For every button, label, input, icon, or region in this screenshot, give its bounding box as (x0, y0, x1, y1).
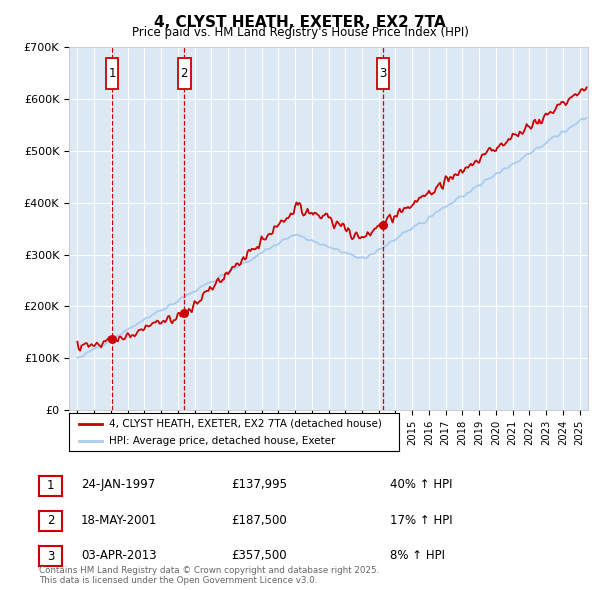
Text: 4, CLYST HEATH, EXETER, EX2 7TA: 4, CLYST HEATH, EXETER, EX2 7TA (154, 15, 446, 30)
Text: Contains HM Land Registry data © Crown copyright and database right 2025.
This d: Contains HM Land Registry data © Crown c… (39, 566, 379, 585)
Bar (178, 58, 191, 88)
Bar (377, 58, 389, 88)
Text: 17% ↑ HPI: 17% ↑ HPI (390, 514, 452, 527)
Text: 03-APR-2013: 03-APR-2013 (81, 549, 157, 562)
Text: HPI: Average price, detached house, Exeter: HPI: Average price, detached house, Exet… (109, 435, 335, 445)
Text: Price paid vs. HM Land Registry's House Price Index (HPI): Price paid vs. HM Land Registry's House … (131, 26, 469, 39)
Text: 3: 3 (47, 550, 54, 563)
Text: 2: 2 (181, 67, 188, 80)
Text: £187,500: £187,500 (231, 514, 287, 527)
Text: £357,500: £357,500 (231, 549, 287, 562)
Text: 1: 1 (47, 479, 54, 492)
Text: 24-JAN-1997: 24-JAN-1997 (81, 478, 155, 491)
Text: £137,995: £137,995 (231, 478, 287, 491)
Text: 1: 1 (108, 67, 116, 80)
Text: 4, CLYST HEATH, EXETER, EX2 7TA (detached house): 4, CLYST HEATH, EXETER, EX2 7TA (detache… (109, 419, 382, 429)
Text: 8% ↑ HPI: 8% ↑ HPI (390, 549, 445, 562)
Text: 2: 2 (47, 514, 54, 527)
Text: 40% ↑ HPI: 40% ↑ HPI (390, 478, 452, 491)
Bar (106, 58, 118, 88)
Text: 3: 3 (379, 67, 386, 80)
Text: 18-MAY-2001: 18-MAY-2001 (81, 514, 157, 527)
